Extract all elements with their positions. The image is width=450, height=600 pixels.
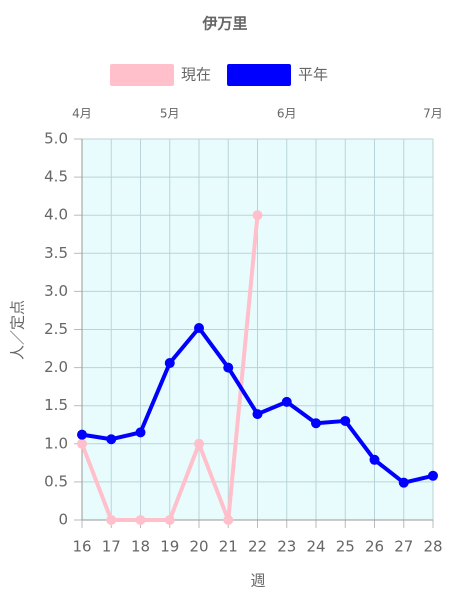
x-tick-label: 28: [423, 538, 442, 556]
chart-title: 伊万里: [201, 15, 247, 33]
x-tick-label: 27: [394, 538, 413, 556]
data-point: [106, 434, 117, 445]
x-tick-label: 16: [72, 538, 91, 556]
data-point: [428, 470, 438, 481]
x-tick-label: 25: [336, 538, 355, 556]
data-point: [252, 409, 263, 420]
x-tick-label: 17: [102, 538, 121, 556]
data-point: [369, 454, 380, 465]
data-point: [340, 415, 351, 426]
data-point: [281, 396, 292, 407]
y-tick-label: 3.0: [44, 282, 68, 300]
data-point: [223, 362, 234, 373]
y-tick-label: 1.0: [44, 434, 68, 452]
x-tick-label: 20: [189, 538, 208, 556]
x-tick-label: 21: [219, 538, 238, 556]
data-point: [135, 427, 146, 438]
data-point: [106, 515, 117, 525]
data-point: [311, 418, 321, 429]
y-tick-label: 4.5: [44, 168, 68, 186]
top-axis-label: 7月: [423, 107, 443, 121]
y-tick-label: 1.5: [44, 396, 68, 414]
top-axis-label: 4月: [72, 107, 92, 121]
y-tick-label: 4.0: [44, 206, 68, 224]
x-axis-label: 週: [250, 572, 265, 590]
y-tick-label: 5.0: [44, 130, 68, 148]
data-point: [77, 438, 87, 449]
top-axis-label: 6月: [277, 107, 297, 121]
data-point: [164, 358, 175, 369]
y-tick-label: 3.5: [44, 244, 68, 262]
x-tick-label: 26: [365, 538, 384, 556]
x-tick-label: 24: [306, 538, 325, 556]
legend-label: 平年: [298, 66, 328, 84]
legend-swatch: [110, 64, 174, 86]
x-tick-label: 23: [277, 538, 296, 556]
y-tick-label: 2.0: [44, 358, 68, 376]
top-axis-label: 5月: [160, 107, 180, 121]
data-point: [398, 477, 409, 488]
x-tick-label: 22: [248, 538, 267, 556]
data-point: [194, 322, 204, 333]
data-point: [135, 515, 146, 525]
x-tick-label: 18: [131, 538, 150, 556]
data-point: [194, 438, 204, 449]
data-point: [252, 210, 263, 221]
data-point: [164, 515, 175, 525]
legend-swatch: [227, 64, 292, 86]
y-tick-label: 0.5: [44, 472, 68, 490]
legend-label: 現在: [181, 66, 211, 84]
y-axis-label: 人／定点: [9, 300, 27, 360]
data-point: [77, 429, 87, 440]
y-tick-label: 0: [58, 511, 68, 529]
data-point: [223, 515, 234, 525]
x-tick-label: 19: [160, 538, 179, 556]
y-tick-label: 2.5: [44, 320, 68, 338]
